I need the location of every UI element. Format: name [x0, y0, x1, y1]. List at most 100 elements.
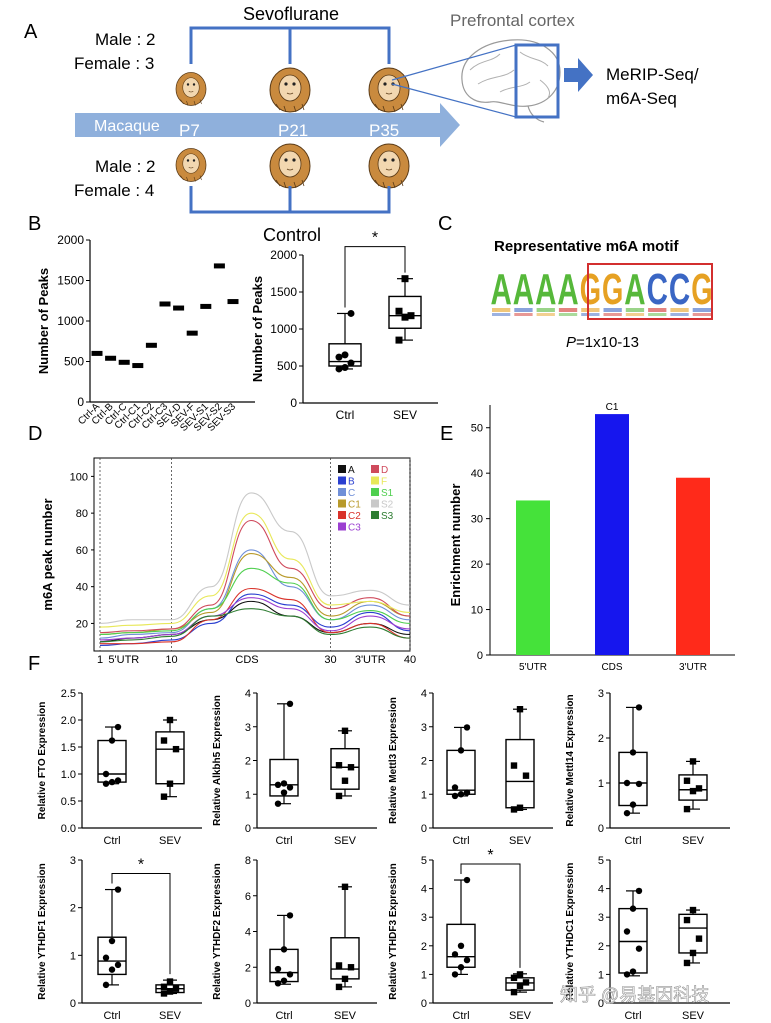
data-point — [114, 777, 122, 784]
y-tick-label: 1 — [245, 789, 251, 801]
data-point — [401, 313, 409, 321]
data-point — [160, 793, 168, 800]
y-tick-label: 1.0 — [61, 769, 76, 781]
watermark: 知乎 @易基因科技 — [560, 985, 709, 1005]
motif-letter: G — [580, 265, 601, 314]
data-point — [286, 971, 294, 978]
data-point — [108, 937, 116, 945]
x-tick-label: Ctrl — [452, 835, 469, 847]
y-tick-label: 1000 — [270, 322, 297, 336]
macaque-eye — [383, 158, 387, 162]
macaque-icon — [269, 67, 311, 113]
motif-letter: A — [535, 265, 556, 314]
region-label: 5'UTR — [108, 654, 139, 666]
data-point — [516, 971, 524, 978]
data-point — [695, 935, 703, 942]
y-tick-label: 5 — [421, 855, 427, 867]
y-tick-label: 60 — [76, 545, 88, 557]
legend-label: D — [381, 465, 388, 476]
data-point — [463, 956, 471, 964]
legend-swatch — [371, 476, 379, 485]
legend-swatch — [338, 522, 346, 531]
data-point — [341, 975, 349, 983]
macaque-mouth — [385, 92, 393, 95]
y-tick-label: 2 — [70, 903, 76, 915]
motif-letter: C — [647, 265, 668, 314]
legend-swatch — [338, 476, 346, 485]
motif-minor-letter — [648, 313, 667, 316]
y-axis-label: Relative Mettl14 Expression — [565, 694, 576, 826]
legend-label: C3 — [348, 523, 361, 534]
legend-swatch — [338, 488, 346, 496]
data-point — [623, 779, 631, 787]
data-point — [335, 792, 343, 800]
data-point — [522, 772, 530, 779]
data-point — [341, 727, 349, 734]
x-tick-label: Ctrl — [275, 1010, 292, 1022]
data-point — [683, 916, 691, 924]
motif-minor-letter — [492, 313, 511, 316]
macaque-mouth — [188, 166, 194, 169]
bar — [595, 414, 629, 655]
bottom-female-count: Female : 4 — [74, 181, 154, 200]
expression-boxplot: 0 1 2 3 4 Relative Mettl3 Expression Ctrl SEV — [388, 688, 553, 847]
motif-minor-letter — [648, 308, 667, 312]
timeline-species: Macaque — [94, 118, 160, 135]
data-point — [274, 800, 282, 807]
data-point — [347, 764, 355, 771]
motif-highlight-box — [587, 263, 713, 320]
x-tick-label: SEV — [682, 1010, 705, 1022]
series-line — [99, 519, 411, 634]
y-tick-label: 1 — [421, 969, 427, 981]
motif-letter: G — [602, 265, 623, 314]
box — [269, 948, 299, 983]
data-point — [347, 309, 355, 317]
data-point — [280, 977, 288, 984]
region-label: 3'UTR — [355, 654, 386, 666]
y-tick-label: 2.5 — [61, 688, 76, 700]
x-tick-label: CDS — [601, 662, 622, 673]
y-tick-label: 0.0 — [61, 823, 76, 835]
y-axis-label: Number of Peaks — [250, 276, 265, 382]
y-tick-label: 3 — [598, 912, 604, 924]
motif-title: Representative m6A motif — [494, 238, 680, 255]
y-tick-label: 4 — [598, 884, 604, 896]
significance-bracket — [460, 863, 521, 968]
y-tick-label: 1 — [70, 950, 76, 962]
legend-swatch — [371, 511, 379, 519]
y-tick-label: 2 — [598, 941, 604, 953]
x-tick-label: 3'UTR — [679, 662, 707, 673]
y-tick-label: 4 — [421, 688, 427, 700]
data-point — [463, 789, 471, 796]
data-point — [227, 299, 239, 305]
legend-label: B — [348, 477, 355, 488]
prefrontal-cortex-label: Prefrontal cortex — [450, 11, 575, 30]
data-point — [516, 982, 524, 990]
legend-swatch — [371, 499, 379, 508]
series-line — [99, 567, 411, 636]
y-tick-label: 0 — [245, 998, 251, 1010]
macaque-face — [377, 74, 401, 102]
y-tick-label: 0 — [477, 650, 483, 662]
x-tick-label: SEV — [159, 835, 182, 847]
expression-boxplot: 0 1 2 3 4 5 Relative YTHDF3 Expression Ctrl SEV * — [388, 847, 553, 1022]
data-point — [629, 801, 637, 808]
data-point — [102, 770, 110, 778]
expression-boxplot: 0.0 0.5 1.0 1.5 2.0 2.5 Relative FTO Expressio… — [37, 688, 202, 847]
panel-label-f: F — [28, 653, 40, 675]
macaque-eye — [186, 159, 190, 162]
macaque-eye — [192, 83, 196, 86]
y-tick-label: 3 — [421, 912, 427, 924]
macaque-face — [278, 74, 302, 102]
data-point — [145, 342, 157, 348]
data-point — [280, 946, 288, 953]
y-tick-label: 4 — [245, 688, 251, 700]
y-axis-label: Enrichment number — [448, 484, 463, 607]
x-tick-label: SEV — [682, 835, 705, 847]
data-point — [102, 981, 110, 989]
box — [155, 731, 185, 785]
box — [330, 747, 360, 790]
macaque-icon — [368, 67, 410, 113]
y-axis-label: m6A peak number — [40, 498, 55, 610]
data-point — [159, 301, 171, 307]
